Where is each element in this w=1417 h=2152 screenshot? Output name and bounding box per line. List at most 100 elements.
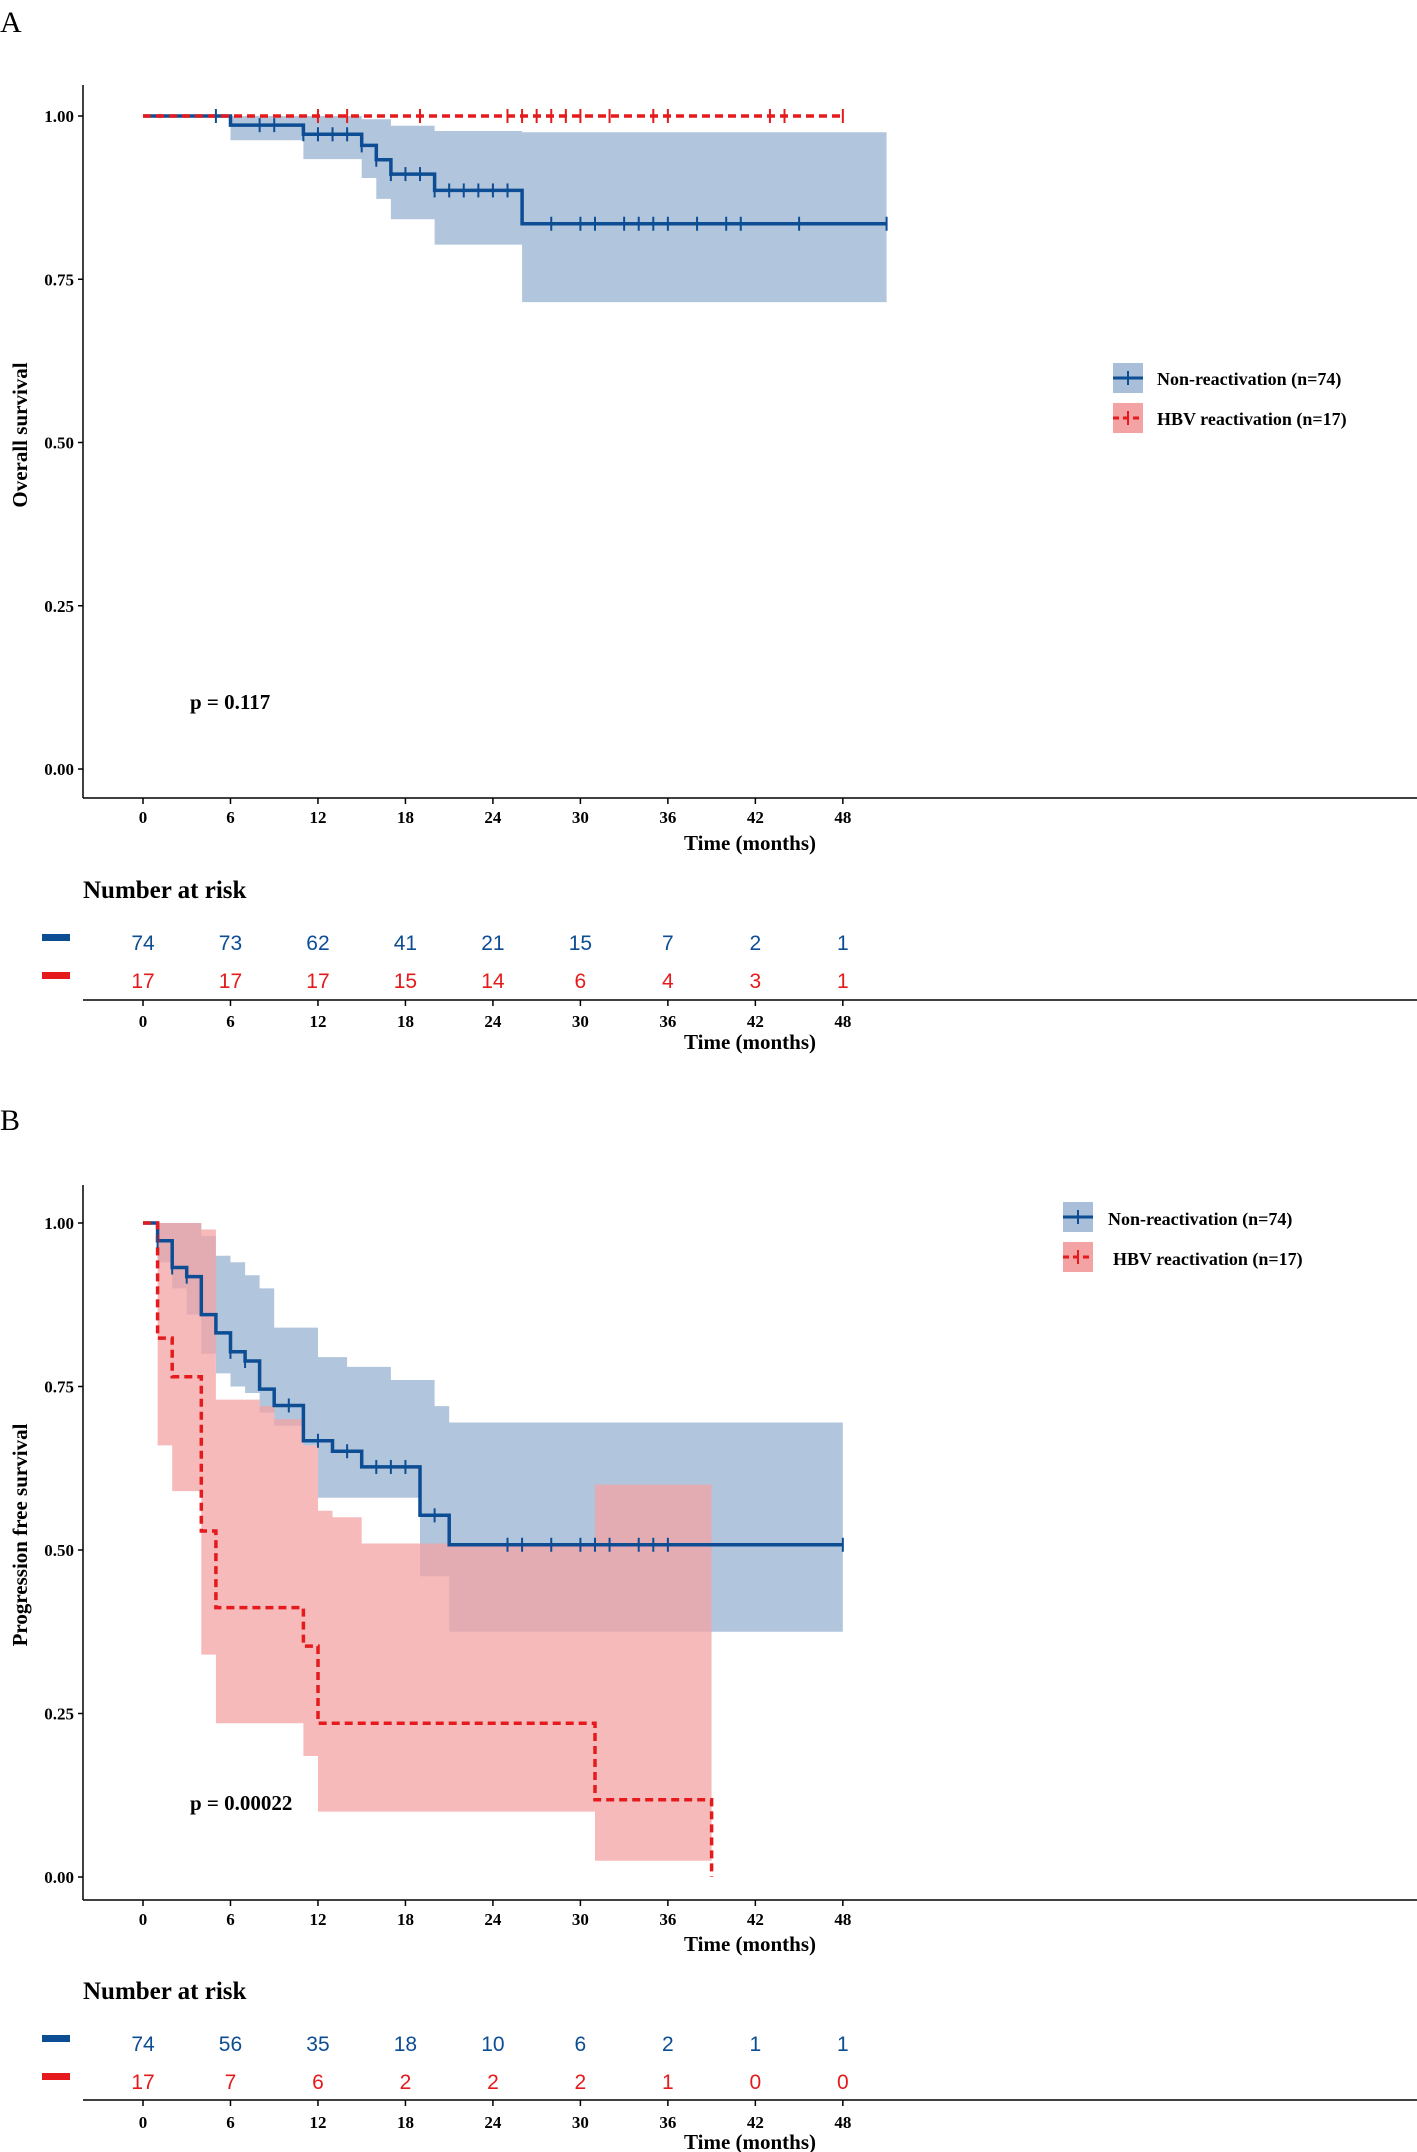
risk-count-hbv-reactivation: 7	[225, 2071, 237, 2094]
risk-count-non-reactivation: 2	[662, 2033, 674, 2056]
plot-b-progression-free-survival: 0.00 0.25 0.50 0.75 1.00 0 6 12 18 24 30 36 42 48 Pr…	[8, 1185, 1417, 1956]
x-ticks-a: 0 6 12 18 24 30 36 42 48	[139, 798, 851, 827]
risk-key-hbv-b	[42, 2073, 70, 2080]
risk-count-non-reactivation: 74	[131, 932, 155, 955]
x-tick-label: 42	[747, 808, 764, 827]
risk-key-non-reactivation-b	[42, 2035, 70, 2042]
risk-x-ticks-a: 0 6 12 18 24 30 36 42 48	[139, 1000, 851, 1031]
risk-count-hbv-reactivation: 0	[837, 2071, 849, 2094]
legend-label-hbv-a: HBV reactivation (n=17)	[1157, 409, 1347, 430]
risk-x-tick-label: 18	[397, 2113, 414, 2132]
curve-hbv-reactivation	[143, 1221, 714, 1877]
legend-label-non-reactivation-a: Non-reactivation (n=74)	[1157, 369, 1341, 390]
risk-x-tick-label: 6	[226, 1012, 235, 1031]
y-tick-label: 1.00	[44, 1214, 74, 1233]
risk-table-a: Number at risk 74 73 62 41 21 15 7 2 1 17 17 17 15 1…	[42, 877, 1417, 1054]
panel-b: B 0.00 0.25 0.50 0.75 1.00 0 6 12 18 24 30 36 42 48 …	[0, 1104, 1417, 2152]
x-tick-label: 48	[834, 1910, 851, 1929]
risk-count-hbv-reactivation: 0	[750, 2071, 762, 2094]
risk-x-tick-label: 48	[834, 1012, 851, 1031]
risk-count-hbv-reactivation: 17	[306, 970, 329, 993]
risk-count-non-reactivation: 56	[219, 2033, 242, 2056]
y-tick-label: 0.50	[44, 1541, 74, 1560]
curve-layer-b	[143, 1221, 843, 1877]
x-tick-label: 6	[226, 808, 235, 827]
risk-x-axis-title-b: Time (months)	[684, 2130, 816, 2152]
risk-x-tick-label: 42	[747, 1012, 764, 1031]
panel-a: A 0.00 0.25 0.50 0.75 1.00 0 6 12 18 24 30 36 42 48 …	[0, 6, 1417, 1054]
risk-count-non-reactivation: 7	[662, 932, 674, 955]
y-ticks-a: 0.00 0.25 0.50 0.75 1.00	[44, 107, 83, 779]
legend-label-hbv-b: HBV reactivation (n=17)	[1113, 1249, 1303, 1270]
x-tick-label: 18	[397, 808, 414, 827]
y-tick-label: 0.25	[44, 597, 74, 616]
censor-layer-b	[156, 1233, 844, 1552]
risk-row-non-reactivation-a: 74 73 62 41 21 15 7 2 1	[131, 932, 848, 955]
y-ticks-b: 0.00 0.25 0.50 0.75 1.00	[44, 1214, 83, 1887]
y-tick-label: 0.25	[44, 1705, 74, 1724]
ci-band-hbv-reactivation	[143, 1223, 712, 1861]
plot-a-overall-survival: 0.00 0.25 0.50 0.75 1.00 0 6 12 18 24 30 36 42 48 Ov…	[8, 85, 1417, 855]
risk-count-non-reactivation: 1	[837, 2033, 849, 2056]
x-tick-label: 0	[139, 808, 148, 827]
y-tick-label: 0.00	[44, 1868, 74, 1887]
y-axis-title-b: Progression free survival	[8, 1423, 32, 1646]
x-tick-label: 36	[659, 1910, 676, 1929]
risk-count-non-reactivation: 18	[394, 2033, 417, 2056]
risk-count-hbv-reactivation: 1	[662, 2071, 674, 2094]
x-tick-label: 12	[309, 808, 326, 827]
legend-b: Non-reactivation (n=74) HBV reactivation…	[1063, 1202, 1303, 1272]
ci-layer-b	[143, 1223, 843, 1861]
risk-count-non-reactivation: 74	[131, 2033, 155, 2056]
ci-band-non-reactivation	[143, 116, 887, 303]
x-tick-label: 42	[747, 1910, 764, 1929]
risk-count-hbv-reactivation: 6	[575, 970, 587, 993]
x-tick-label: 30	[572, 1910, 589, 1929]
risk-count-non-reactivation: 62	[306, 932, 329, 955]
y-tick-label: 0.00	[44, 760, 74, 779]
x-tick-label: 24	[484, 1910, 502, 1929]
risk-count-non-reactivation: 21	[481, 932, 504, 955]
x-axis-title-b: Time (months)	[684, 1932, 816, 1956]
risk-count-hbv-reactivation: 4	[662, 970, 674, 993]
risk-count-hbv-reactivation: 17	[219, 970, 242, 993]
risk-count-non-reactivation: 35	[306, 2033, 329, 2056]
y-tick-label: 0.50	[44, 434, 74, 453]
risk-table-title-b: Number at risk	[83, 1978, 247, 2005]
x-tick-label: 24	[484, 808, 502, 827]
risk-count-hbv-reactivation: 17	[131, 970, 154, 993]
risk-table-b: Number at risk 74 56 35 18 10 6 2 1 1 17 7 6 2 2 2 1 0 0…	[42, 1978, 1417, 2152]
x-tick-label: 30	[572, 808, 589, 827]
legend-label-non-reactivation-b: Non-reactivation (n=74)	[1108, 1209, 1292, 1230]
x-tick-label: 48	[834, 808, 851, 827]
risk-row-hbv-a: 17 17 17 15 14 6 4 3 1	[131, 970, 848, 993]
x-tick-label: 12	[309, 1910, 326, 1929]
risk-count-non-reactivation: 15	[569, 932, 592, 955]
risk-count-hbv-reactivation: 15	[394, 970, 417, 993]
risk-x-tick-label: 36	[659, 1012, 676, 1031]
risk-x-tick-label: 42	[747, 2113, 764, 2132]
risk-x-tick-label: 18	[397, 1012, 414, 1031]
x-tick-label: 18	[397, 1910, 414, 1929]
risk-x-axis-title-a: Time (months)	[684, 1030, 816, 1054]
legend-a: Non-reactivation (n=74) HBV reactivation…	[1113, 363, 1347, 433]
risk-x-tick-label: 36	[659, 2113, 676, 2132]
y-tick-label: 0.75	[44, 270, 74, 289]
risk-x-tick-label: 48	[834, 2113, 851, 2132]
risk-count-hbv-reactivation: 17	[131, 2071, 154, 2094]
risk-count-non-reactivation: 1	[750, 2033, 762, 2056]
risk-key-non-reactivation-a	[42, 934, 70, 941]
risk-count-non-reactivation: 6	[575, 2033, 587, 2056]
x-axis-title-a: Time (months)	[684, 831, 816, 855]
risk-count-hbv-reactivation: 2	[400, 2071, 412, 2094]
risk-x-tick-label: 6	[226, 2113, 235, 2132]
x-tick-label: 36	[659, 808, 676, 827]
risk-count-non-reactivation: 2	[750, 932, 762, 955]
risk-x-tick-label: 0	[139, 1012, 148, 1031]
curve-non-reactivation	[143, 1221, 843, 1547]
censor-layer-a	[214, 109, 888, 231]
risk-x-tick-label: 0	[139, 2113, 148, 2132]
y-axis-title-a: Overall survival	[8, 362, 32, 507]
y-tick-label: 1.00	[44, 107, 74, 126]
